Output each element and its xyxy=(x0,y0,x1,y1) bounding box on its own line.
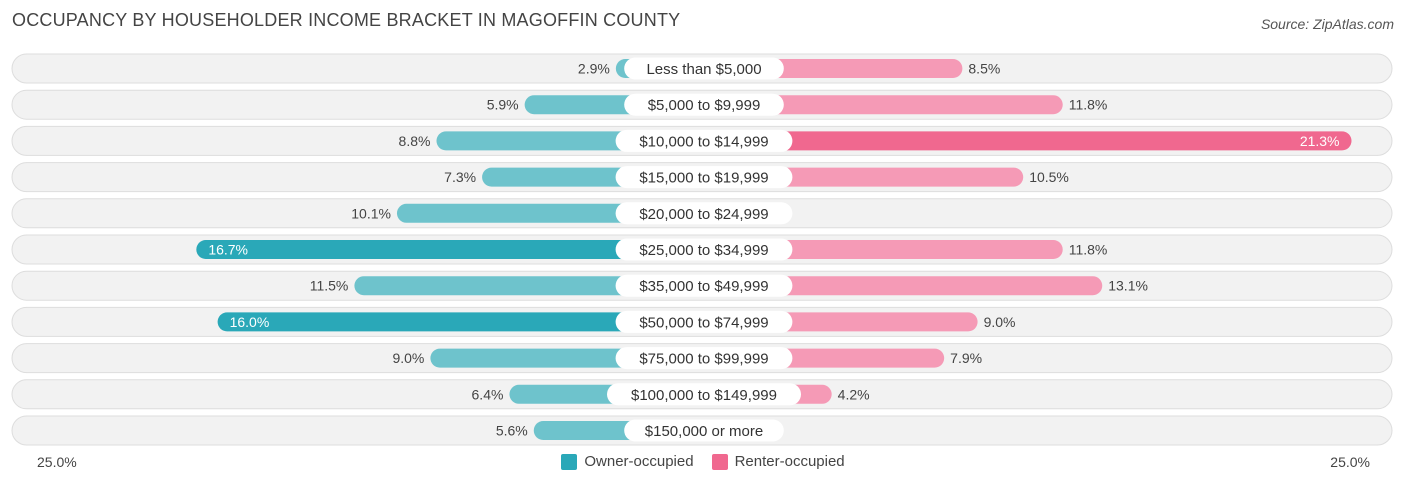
chart-title: OCCUPANCY BY HOUSEHOLDER INCOME BRACKET … xyxy=(12,10,681,30)
category-pill xyxy=(607,383,801,406)
owner-value-label: 9.0% xyxy=(392,350,424,366)
renter-bar xyxy=(704,131,1352,151)
legend-owner-label: Owner-occupied xyxy=(584,453,694,470)
legend-item-owner[interactable]: Owner-occupied xyxy=(561,453,694,470)
category-label: $100,000 to $149,999 xyxy=(631,387,777,404)
renter-value-label: 7.9% xyxy=(950,350,982,366)
category-label: $150,000 or more xyxy=(645,423,763,440)
category-label: $15,000 to $19,999 xyxy=(639,170,768,187)
owner-value-label: 6.4% xyxy=(472,386,504,402)
category-label: $20,000 to $24,999 xyxy=(639,206,768,223)
owner-value-label: 5.6% xyxy=(496,423,528,439)
category-pill xyxy=(615,238,793,261)
owner-bar xyxy=(217,312,704,332)
owner-value-label: 5.9% xyxy=(487,97,519,113)
axis-left-label: 25.0% xyxy=(37,454,77,470)
owner-value-label: 16.0% xyxy=(230,314,270,330)
category-label: $5,000 to $9,999 xyxy=(648,97,761,114)
category-pill xyxy=(615,129,793,152)
category-pill xyxy=(615,202,793,225)
axis-right-label: 25.0% xyxy=(1330,454,1370,470)
category-label: $75,000 to $99,999 xyxy=(639,351,768,368)
renter-value-label: 9.0% xyxy=(984,314,1016,330)
renter-value-label: 11.8% xyxy=(1069,97,1108,113)
chart-source: Source: ZipAtlas.com xyxy=(1260,16,1394,32)
owner-value-label: 11.5% xyxy=(310,278,349,294)
category-pill xyxy=(615,166,793,189)
renter-value-label: 13.1% xyxy=(1108,278,1148,294)
legend-renter-label: Renter-occupied xyxy=(734,453,845,470)
renter-swatch xyxy=(711,453,728,470)
category-label: $10,000 to $14,999 xyxy=(639,133,768,150)
owner-value-label: 8.8% xyxy=(399,133,431,149)
category-pill xyxy=(615,310,793,333)
category-pill xyxy=(624,419,784,442)
renter-bar xyxy=(704,95,1063,115)
renter-value-label: 21.3% xyxy=(1300,133,1340,149)
category-pill xyxy=(615,274,793,297)
owner-value-label: 16.7% xyxy=(208,242,248,258)
owner-bar xyxy=(196,240,704,259)
owner-bar xyxy=(354,276,704,296)
renter-bar xyxy=(704,276,1103,296)
renter-value-label: 4.2% xyxy=(838,386,870,402)
legend: Owner-occupied Renter-occupied xyxy=(0,453,1406,470)
renter-bar xyxy=(704,240,1063,259)
category-pill xyxy=(615,347,793,370)
renter-value-label: 10.5% xyxy=(1029,169,1069,185)
category-label: Less than $5,000 xyxy=(646,61,761,78)
renter-value-label: 11.8% xyxy=(1069,242,1108,258)
owner-value-label: 2.9% xyxy=(578,61,610,77)
category-label: $25,000 to $34,999 xyxy=(639,242,768,259)
category-pill xyxy=(624,57,784,80)
category-pill xyxy=(624,93,784,116)
category-label: $35,000 to $49,999 xyxy=(639,278,768,295)
owner-value-label: 10.1% xyxy=(351,205,391,221)
legend-item-renter[interactable]: Renter-occupied xyxy=(711,453,845,470)
renter-value-label: 8.5% xyxy=(968,61,1000,77)
category-label: $50,000 to $74,999 xyxy=(639,314,768,331)
owner-value-label: 7.3% xyxy=(444,169,476,185)
owner-swatch xyxy=(561,453,578,470)
